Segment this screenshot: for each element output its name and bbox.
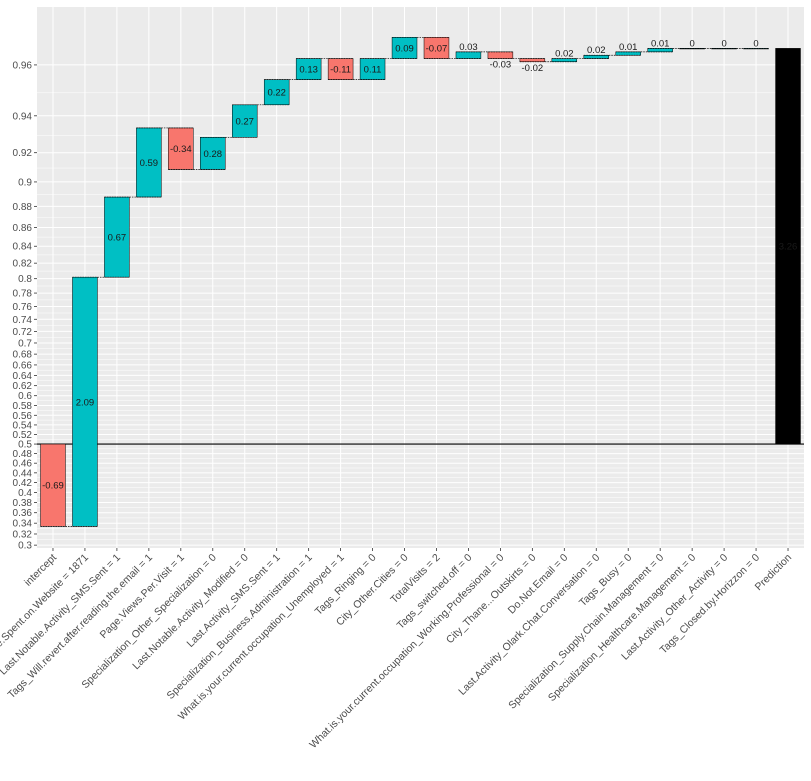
data-label: 0.11 <box>364 65 382 76</box>
y-tick-label: 0.82 <box>13 259 33 270</box>
bar-positive <box>232 104 258 138</box>
data-label: -0.69 <box>42 481 64 492</box>
data-label: -0.34 <box>170 144 192 155</box>
data-label: 0.01 <box>651 38 670 49</box>
y-tick-label: 0.72 <box>13 327 33 338</box>
data-label: 0.02 <box>555 49 574 60</box>
data-label: 0.27 <box>235 117 254 128</box>
y-tick-label: 0.68 <box>13 350 33 361</box>
bar-positive <box>72 276 98 527</box>
bar-negative <box>40 443 66 527</box>
bar-negative <box>423 37 450 59</box>
y-tick-label: 0.66 <box>13 360 33 371</box>
data-label: 0.13 <box>299 65 318 76</box>
y-tick-label: 0.48 <box>13 449 33 460</box>
data-label: -0.11 <box>330 65 351 76</box>
bar-positive <box>583 54 609 59</box>
x-tick-label: Specialization_Healthcare.Management = 0 <box>546 552 698 704</box>
bar-positive <box>455 51 482 59</box>
bar-negative <box>487 51 514 59</box>
bar-positive <box>200 137 226 170</box>
y-tick-label: 0.88 <box>13 202 33 213</box>
data-label: 0.01 <box>619 42 638 53</box>
connector-lines <box>40 36 769 527</box>
data-label: 2.09 <box>76 397 95 408</box>
y-tick-label: 0.86 <box>13 223 33 234</box>
x-tick-label: Last.Notable.Activity_Modified = 0 <box>130 552 251 673</box>
data-label: -0.07 <box>426 43 448 54</box>
bar-negative <box>519 58 546 63</box>
data-label: 0 <box>721 38 726 49</box>
y-tick-label: 0.32 <box>13 529 33 540</box>
y-tick-label: 0.44 <box>13 468 33 479</box>
y-tick-label: 0.84 <box>13 242 33 253</box>
bar-positive <box>551 58 578 63</box>
y-tick-label: 0.78 <box>13 289 33 300</box>
y-tick-label: 0.96 <box>13 60 33 71</box>
data-label: 0 <box>753 38 758 49</box>
y-tick-label: 0.4 <box>18 488 32 499</box>
bar-negative <box>327 58 354 80</box>
data-label: 0.67 <box>108 233 127 244</box>
y-tick-label: 0.42 <box>13 478 33 489</box>
bar-total <box>775 48 801 445</box>
data-label: 0.02 <box>587 45 606 56</box>
y-tick-label: 0.94 <box>13 111 33 122</box>
bar-positive <box>391 37 418 59</box>
data-label: 0 <box>689 38 694 49</box>
bar-positive <box>263 79 290 106</box>
data-label: 3.26 <box>779 242 798 253</box>
y-tick-label: 0.62 <box>13 381 33 392</box>
y-tick-label: 0.8 <box>18 274 32 285</box>
y-tick-label: 0.9 <box>18 177 32 188</box>
bar-positive <box>647 48 673 53</box>
data-label: 0.03 <box>459 42 478 53</box>
bar-positive <box>136 127 162 198</box>
bar-positive <box>359 58 386 80</box>
data-label: -0.03 <box>490 60 512 71</box>
y-tick-label: 0.58 <box>13 401 33 412</box>
y-tick-label: 0.56 <box>13 411 33 422</box>
y-axis: 0.30.320.340.360.380.40.420.440.460.480.… <box>13 60 37 552</box>
y-tick-label: 0.5 <box>18 440 32 451</box>
gridlines <box>37 7 804 548</box>
y-tick-label: 0.52 <box>13 430 33 441</box>
y-tick-label: 0.6 <box>18 391 32 402</box>
y-tick-label: 0.76 <box>13 302 33 313</box>
y-tick-label: 0.36 <box>13 508 33 519</box>
data-labels: -0.69 2.09 0.67 0.59 -0.34 0.28 0.27 0.22 0.13 -0… <box>42 38 797 491</box>
y-tick-label: 0.3 <box>18 541 32 552</box>
y-tick-label: 0.46 <box>13 459 33 470</box>
data-label: -0.02 <box>522 63 544 74</box>
bars <box>40 37 801 527</box>
bar-negative <box>168 127 194 170</box>
y-tick-label: 0.7 <box>18 338 32 349</box>
y-tick-label: 0.74 <box>13 315 33 326</box>
data-label: 0.28 <box>204 149 223 160</box>
y-tick-label: 0.92 <box>13 148 33 159</box>
y-tick-label: 0.34 <box>13 519 33 530</box>
bar-positive <box>104 196 130 278</box>
data-label: 0.22 <box>267 88 286 99</box>
y-tick-label: 0.64 <box>13 371 33 382</box>
y-tick-label: 0.54 <box>13 420 33 431</box>
y-tick-label: 0.38 <box>13 498 33 509</box>
bar-positive <box>615 51 641 56</box>
plot-panel <box>37 7 804 548</box>
bar-positive <box>743 48 769 50</box>
bar-positive <box>295 58 322 80</box>
data-label: 0.09 <box>395 43 414 54</box>
data-label: 0.59 <box>140 158 159 169</box>
